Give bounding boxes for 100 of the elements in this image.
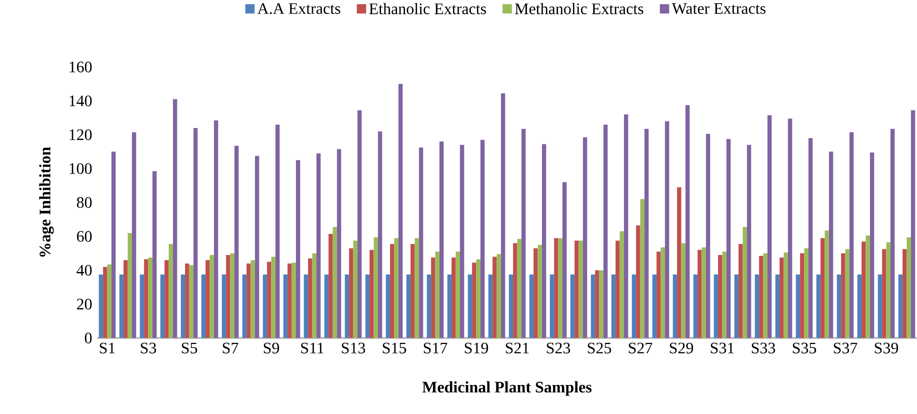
- legend-label: Water Extracts: [672, 3, 766, 14]
- bar: [886, 242, 890, 338]
- bar: [452, 258, 456, 338]
- bar: [357, 110, 362, 338]
- bar: [180, 274, 186, 338]
- bar: [296, 160, 300, 338]
- legend-label: Ethanolic Extracts: [369, 2, 486, 14]
- x-tick-label: S7: [222, 342, 238, 354]
- bar: [836, 274, 842, 338]
- bar: [763, 253, 768, 338]
- bar: [456, 252, 460, 338]
- x-tick-label: S23: [546, 342, 570, 354]
- bar: [590, 274, 596, 338]
- bar: [611, 274, 616, 338]
- x-tick-label: S33: [752, 342, 776, 354]
- bar: [595, 270, 600, 338]
- bar: [103, 266, 108, 338]
- bar: [857, 274, 862, 338]
- y-axis-title: %age Inhibition: [39, 146, 54, 257]
- bar: [394, 238, 398, 338]
- x-tick-label: S31: [710, 342, 734, 354]
- bar: [702, 247, 706, 338]
- bar: [460, 144, 464, 338]
- bar: [890, 128, 895, 338]
- y-tick-label: 40: [76, 264, 92, 276]
- bar: [902, 249, 907, 338]
- bar: [906, 237, 911, 338]
- bar: [624, 114, 628, 338]
- bar: [140, 274, 144, 338]
- bar: [644, 128, 649, 338]
- bar: [250, 260, 255, 338]
- bar: [718, 255, 722, 338]
- x-tick-label: S9: [264, 342, 280, 354]
- y-tick-label: 60: [76, 230, 92, 242]
- bar: [714, 274, 718, 338]
- x-tick-label: S37: [834, 342, 858, 354]
- x-tick-label: S11: [301, 342, 324, 354]
- bar: [230, 253, 234, 338]
- bar: [111, 152, 116, 338]
- bar: [693, 274, 698, 338]
- x-tick-label: S5: [182, 342, 198, 354]
- bar: [681, 243, 686, 338]
- bar: [652, 274, 657, 338]
- bar: [542, 144, 546, 338]
- bar: [480, 140, 485, 338]
- bar: [820, 238, 825, 338]
- bar: [767, 115, 772, 338]
- bar: [828, 152, 834, 338]
- bar: [292, 262, 296, 338]
- bar: [472, 262, 476, 338]
- bar: [517, 238, 522, 338]
- bar: [206, 260, 210, 338]
- bar: [746, 144, 752, 338]
- bar: [570, 274, 575, 338]
- bar: [254, 156, 260, 338]
- bar: [128, 232, 132, 338]
- bar: [500, 93, 506, 338]
- bar: [574, 240, 579, 338]
- bar: [426, 274, 432, 338]
- bar: [410, 244, 415, 338]
- x-tick-label: S21: [506, 342, 529, 354]
- bar: [620, 231, 624, 338]
- bar: [316, 153, 321, 338]
- bar: [246, 263, 251, 338]
- bar: [685, 105, 690, 338]
- x-tick-label: S19: [464, 342, 488, 354]
- bar: [98, 274, 104, 338]
- bar: [189, 265, 194, 338]
- x-tick-label: S27: [628, 342, 652, 354]
- bar: [398, 84, 403, 338]
- bar: [910, 110, 916, 338]
- bar: [353, 240, 358, 338]
- bar: [365, 274, 370, 338]
- bar: [418, 147, 424, 338]
- bar: [242, 274, 247, 338]
- bar: [283, 274, 288, 338]
- bar: [132, 132, 136, 338]
- x-tick-label: S1: [100, 342, 115, 354]
- bar: [185, 263, 190, 338]
- bar: [193, 128, 198, 338]
- bar: [304, 274, 308, 338]
- bar: [816, 274, 821, 338]
- bar: [312, 253, 316, 338]
- bar: [706, 134, 710, 338]
- bar: [226, 255, 230, 338]
- bar: [508, 274, 514, 338]
- bar: [898, 274, 903, 338]
- bar: [406, 274, 411, 338]
- bar: [734, 274, 739, 338]
- bar: [324, 274, 329, 338]
- y-tick-label: 20: [77, 298, 92, 310]
- bar: [870, 152, 874, 338]
- legend-label: Methanolic Extracts: [515, 2, 644, 14]
- bar: [599, 270, 604, 338]
- bar: [529, 274, 534, 338]
- bar: [698, 250, 702, 338]
- bar: [513, 243, 518, 338]
- bar: [738, 244, 743, 338]
- bar: [349, 248, 354, 338]
- bar: [447, 274, 452, 338]
